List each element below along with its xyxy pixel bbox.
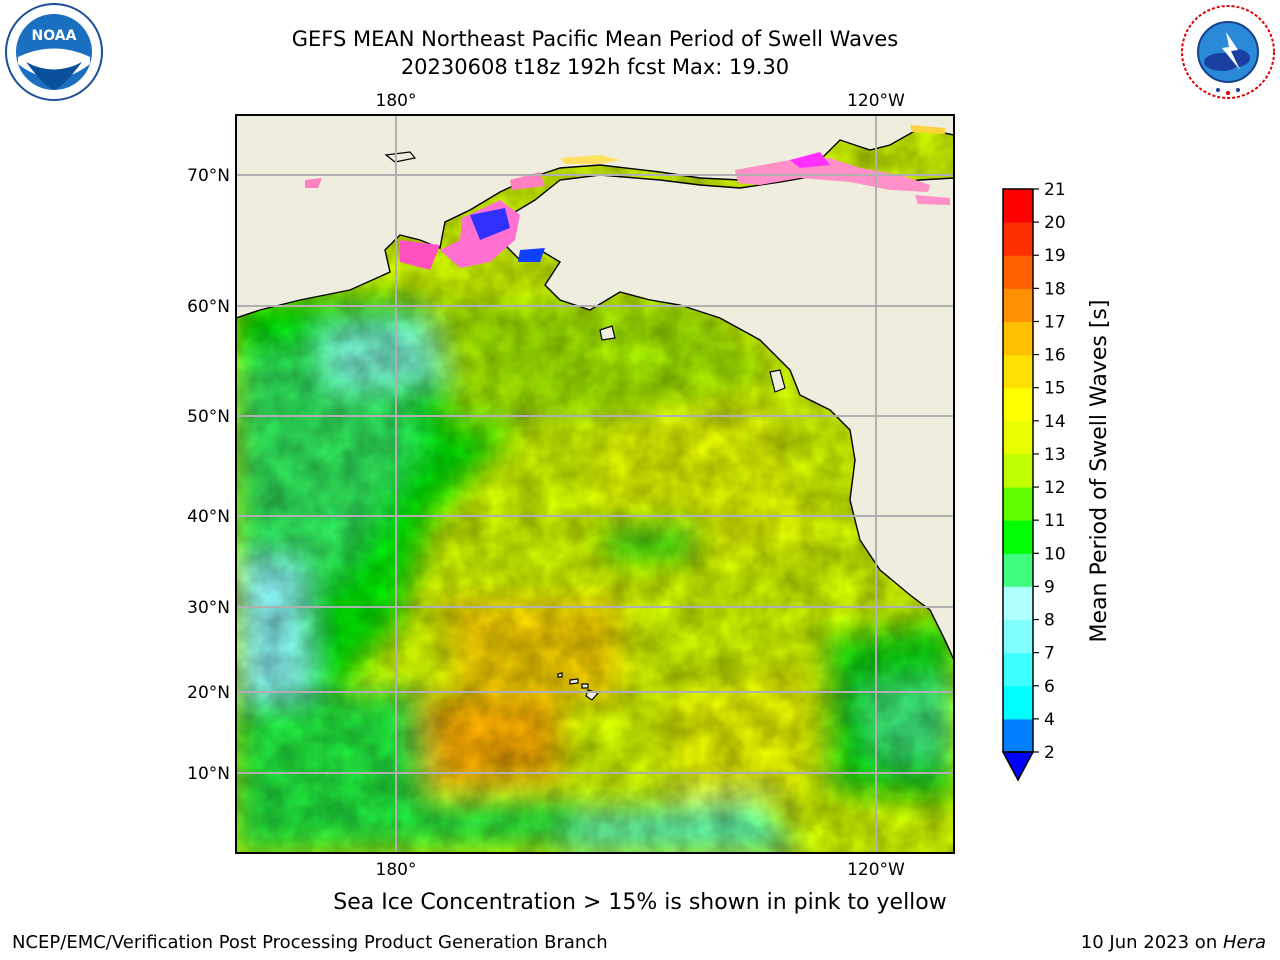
lon-label-top-180: 180° [376, 91, 417, 111]
colorbar-tick-label: 15 [1044, 379, 1066, 399]
colorbar-segment [1003, 487, 1033, 521]
colorbar-tick-label: 13 [1044, 445, 1066, 465]
colorbar-tick-label: 18 [1044, 279, 1066, 299]
noaa-logo: NOAA [5, 3, 103, 101]
nws-logo [1180, 4, 1276, 100]
lat-label-10n: 10°N [187, 764, 230, 784]
colorbar-segment [1003, 520, 1033, 554]
colorbar-tick-label: 16 [1044, 346, 1066, 366]
graticule [236, 115, 954, 853]
lon-label-bottom-180: 180° [376, 860, 417, 880]
colorbar-tick-label: 7 [1044, 644, 1055, 664]
colorbar-segment [1003, 718, 1033, 753]
colorbar-segment [1003, 553, 1033, 587]
colorbar-segment [1003, 420, 1033, 455]
colorbar-tick-label: 6 [1044, 677, 1055, 697]
colorbar-segment [1003, 619, 1033, 654]
colorbar-segment [1003, 586, 1033, 621]
colorbar-tick-label: 4 [1044, 710, 1055, 730]
colorbar-tick-label: 10 [1044, 544, 1066, 564]
colorbar-segment [1003, 255, 1033, 289]
colorbar: 2 4 6 7 8 9 10 11 12 13 14 15 16 17 18 19 20 21 Mean Peri… [1001, 180, 1112, 782]
colorbar-tick-label: 17 [1044, 312, 1066, 332]
colorbar-segment [1003, 387, 1033, 422]
colorbar-label: Mean Period of Swell Waves [s] [1087, 300, 1112, 643]
map-title: GEFS MEAN Northeast Pacific Mean Period … [291, 27, 899, 51]
colorbar-tick-label: 14 [1044, 412, 1066, 432]
footer-date: 10 Jun 2023 on Hera [1081, 932, 1266, 953]
sea-ice [305, 125, 950, 270]
lat-label-30n: 30°N [187, 598, 230, 618]
colorbar-segment [1003, 652, 1033, 687]
colorbar-tick-label: 2 [1044, 743, 1055, 763]
colorbar-tick-label: 12 [1044, 478, 1066, 498]
lat-label-60n: 60°N [187, 297, 230, 317]
lon-label-top-120w: 120°W [847, 91, 905, 111]
colorbar-segment [1003, 288, 1033, 322]
colorbar-segment [1003, 222, 1033, 256]
lon-label-bottom-120w: 120°W [847, 860, 905, 880]
colorbar-segment [1003, 453, 1033, 488]
footer-date-text: 10 Jun 2023 on [1080, 932, 1223, 953]
colorbar-tick-label: 9 [1044, 577, 1055, 597]
svg-text:NOAA: NOAA [32, 28, 77, 44]
colorbar-tick-label: 20 [1044, 213, 1066, 233]
sea-ice-note: Sea Ice Concentration > 15% is shown in … [333, 890, 947, 915]
lat-label-50n: 50°N [187, 407, 230, 427]
colorbar-tick-label: 19 [1044, 246, 1066, 266]
footer-host: Hera [1222, 932, 1266, 953]
lat-label-40n: 40°N [187, 507, 230, 527]
colorbar-extend-triangle [1001, 751, 1035, 782]
footer-credit: NCEP/EMC/Verification Post Processing Pr… [12, 932, 608, 953]
map-subtitle: 20230608 t18z 192h fcst Max: 19.30 [400, 55, 790, 79]
colorbar-segment [1003, 321, 1033, 356]
colorbar-segment [1003, 685, 1033, 720]
colorbar-frame [1002, 188, 1034, 753]
lat-label-70n: 70°N [187, 166, 230, 186]
lat-label-20n: 20°N [187, 683, 230, 703]
map-area [236, 115, 954, 853]
colorbar-tick-label: 21 [1044, 180, 1066, 200]
colorbar-segment [1003, 189, 1033, 223]
colorbar-segment [1003, 354, 1033, 389]
map-frame [235, 114, 955, 854]
colorbar-tick-label: 8 [1044, 611, 1055, 631]
colorbar-tick-label: 11 [1044, 511, 1066, 531]
